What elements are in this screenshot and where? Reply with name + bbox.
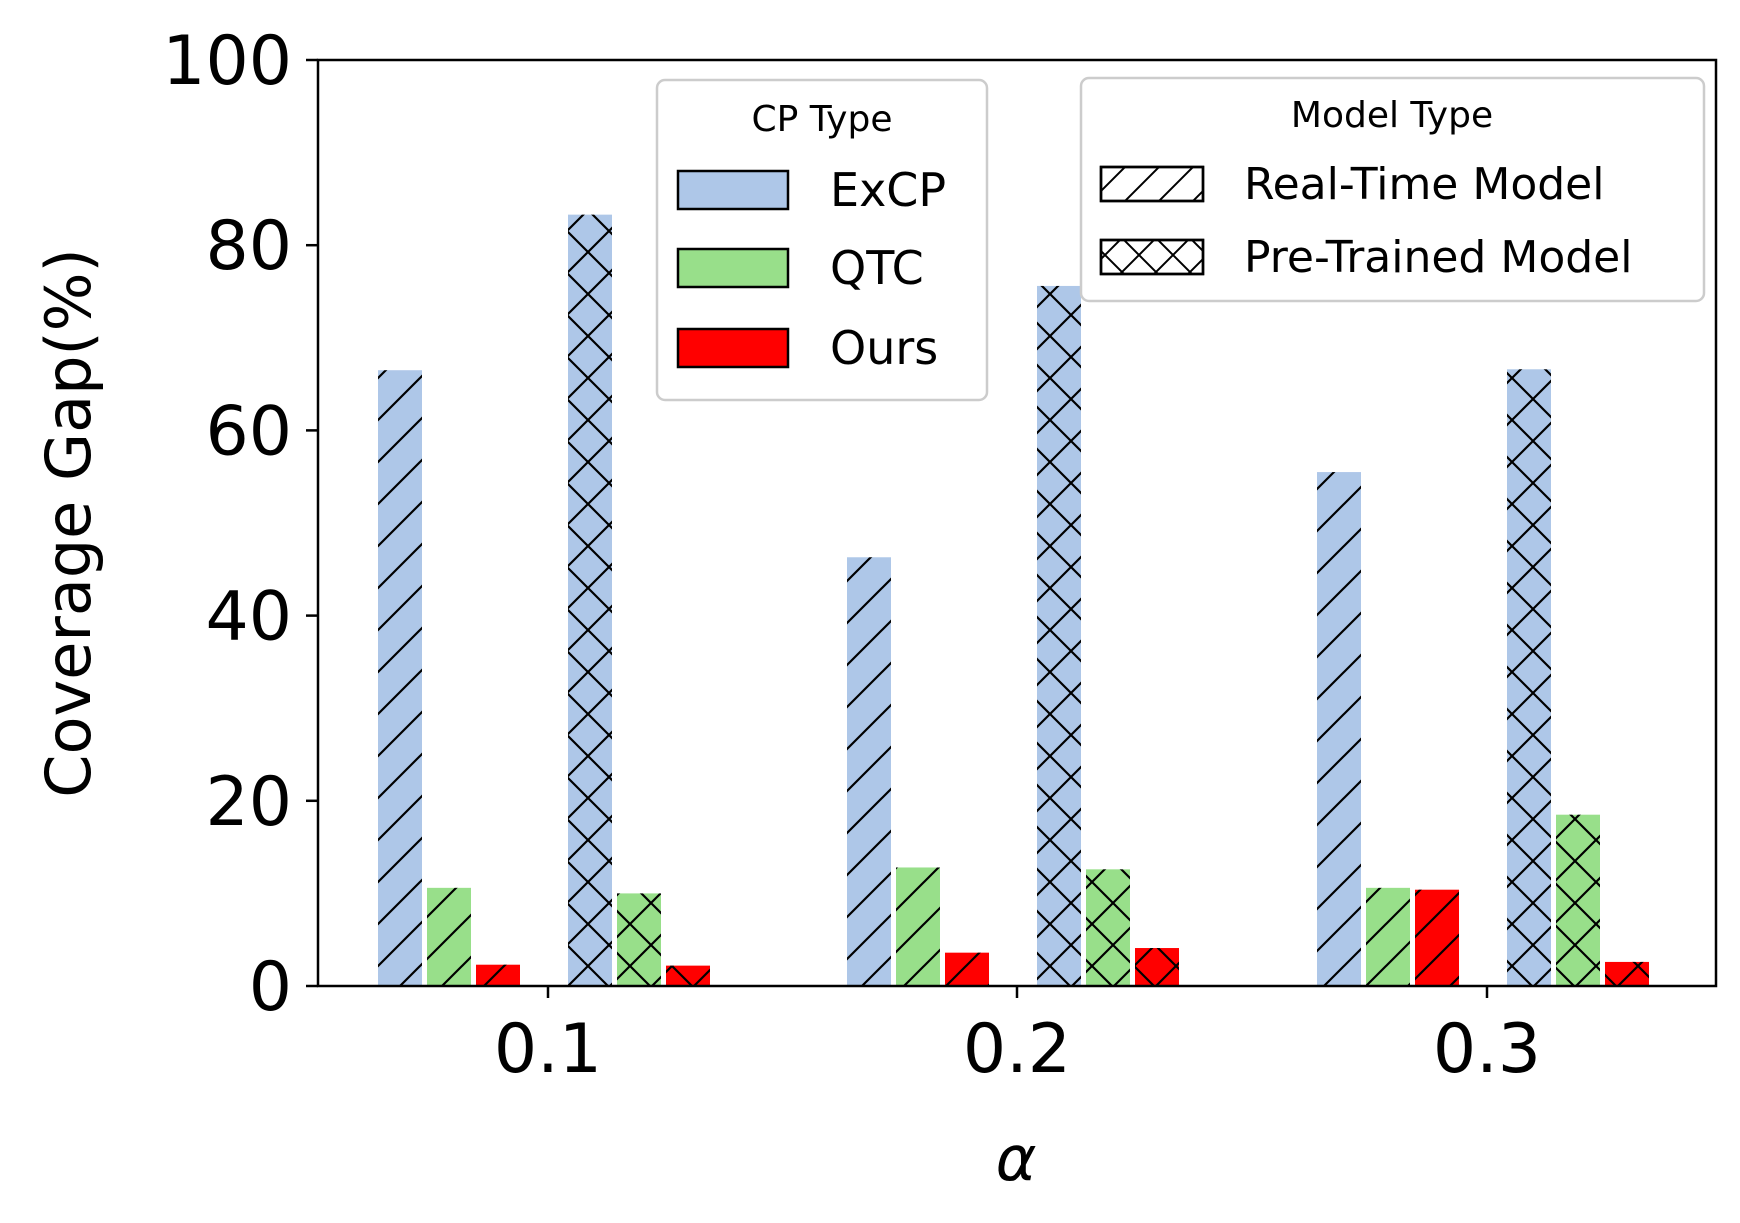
bar-excp-pretrained-0.1 (568, 214, 612, 987)
bar-hatch (1415, 889, 1459, 986)
legend-swatch-hatch (1099, 238, 1205, 276)
y-tick-label: 100 (162, 22, 292, 101)
bar-excp-pretrained-0.2 (1037, 285, 1081, 987)
bar-hatch (378, 370, 422, 987)
bar-hatch (476, 964, 520, 986)
legend-cp-entries: ExCP QTC Ours (676, 163, 946, 375)
y-axis-ticks: 0 20 40 60 80 100 (162, 22, 318, 1027)
y-axis-title: Coverage Gap(%) (32, 248, 105, 797)
y-tick-label: 40 (205, 578, 292, 657)
bar-hatch (1086, 869, 1130, 986)
bar-hatch (427, 887, 471, 986)
bar-qtc-pretrained-0.1 (617, 893, 661, 986)
x-tick-label: 0.2 (963, 1010, 1071, 1089)
bar-ours-realtime-0.3 (1415, 889, 1459, 986)
legend-label: Pre-Trained Model (1244, 232, 1632, 283)
legend-cp-type: CP Type ExCP QTC Ours (655, 78, 989, 402)
bar-qtc-pretrained-0.3 (1556, 814, 1600, 986)
bar-hatch (568, 214, 612, 987)
bar-excp-realtime-0.2 (847, 557, 891, 986)
legend-model-frame (1079, 76, 1706, 303)
legend-model-title: Model Type (1291, 95, 1493, 136)
legend-model-entry-realtime: Real-Time Model (1099, 159, 1604, 210)
bar-hatch (1605, 961, 1649, 986)
bar-excp-pretrained-0.3 (1507, 369, 1551, 986)
y-tick-label: 0 (249, 948, 292, 1027)
legend-model-entry-pretrained: Pre-Trained Model (1099, 232, 1632, 283)
legend-swatch (676, 247, 790, 289)
bar-hatch (945, 952, 989, 986)
bar-hatch (1135, 948, 1179, 986)
bar-hatch (617, 893, 661, 986)
y-tick-label: 80 (205, 207, 292, 286)
bar-qtc-realtime-0.1 (427, 887, 471, 986)
y-tick-label: 60 (205, 392, 292, 471)
bar-hatch (1507, 369, 1551, 986)
bar-hatch (1366, 887, 1410, 986)
legend-swatch (676, 327, 790, 369)
bar-qtc-pretrained-0.2 (1086, 869, 1130, 986)
legend-label: Real-Time Model (1244, 159, 1604, 210)
bar-excp-realtime-0.1 (378, 370, 422, 987)
legend-label: QTC (830, 241, 924, 295)
bar-excp-realtime-0.3 (1317, 472, 1361, 986)
legend-cp-entry-ours: Ours (676, 321, 938, 375)
legend-cp-entry-excp: ExCP (676, 163, 946, 217)
legend-cp-frame (655, 78, 989, 402)
bar-ours-realtime-0.1 (476, 964, 520, 986)
bar-ours-pretrained-0.3 (1605, 961, 1649, 986)
legend-label: ExCP (830, 163, 946, 217)
bar-ours-realtime-0.2 (945, 952, 989, 986)
bar-hatch (847, 557, 891, 986)
bar-qtc-realtime-0.3 (1366, 887, 1410, 986)
x-axis-ticks: 0.1 0.2 0.3 (494, 986, 1541, 1089)
bar-hatch (896, 867, 940, 986)
legend-model-entries: Real-Time Model Pre-Trained Model (1099, 159, 1632, 283)
bar-ours-pretrained-0.1 (666, 965, 710, 986)
legend-label: Ours (830, 321, 938, 375)
x-tick-label: 0.3 (1433, 1010, 1541, 1089)
bar-qtc-realtime-0.2 (896, 867, 940, 986)
legend-cp-title: CP Type (752, 99, 893, 140)
bar-hatch (1037, 285, 1081, 987)
bar-hatch (666, 965, 710, 986)
legend-swatch-hatch (1099, 165, 1205, 203)
bar-ours-pretrained-0.2 (1135, 948, 1179, 986)
y-tick-label: 20 (205, 763, 292, 842)
plot-frame (316, 58, 1718, 988)
bar-hatch (1556, 814, 1600, 986)
bars-layer (378, 214, 1649, 987)
legend-cp-entry-qtc: QTC (676, 241, 924, 295)
x-tick-label: 0.1 (494, 1010, 602, 1089)
x-axis-title: α (996, 1122, 1037, 1195)
legend-swatch (676, 169, 790, 211)
legend-model-type: Model Type Real-Time Model Pre-Trained Mo… (1079, 76, 1706, 303)
bar-hatch (1317, 472, 1361, 986)
